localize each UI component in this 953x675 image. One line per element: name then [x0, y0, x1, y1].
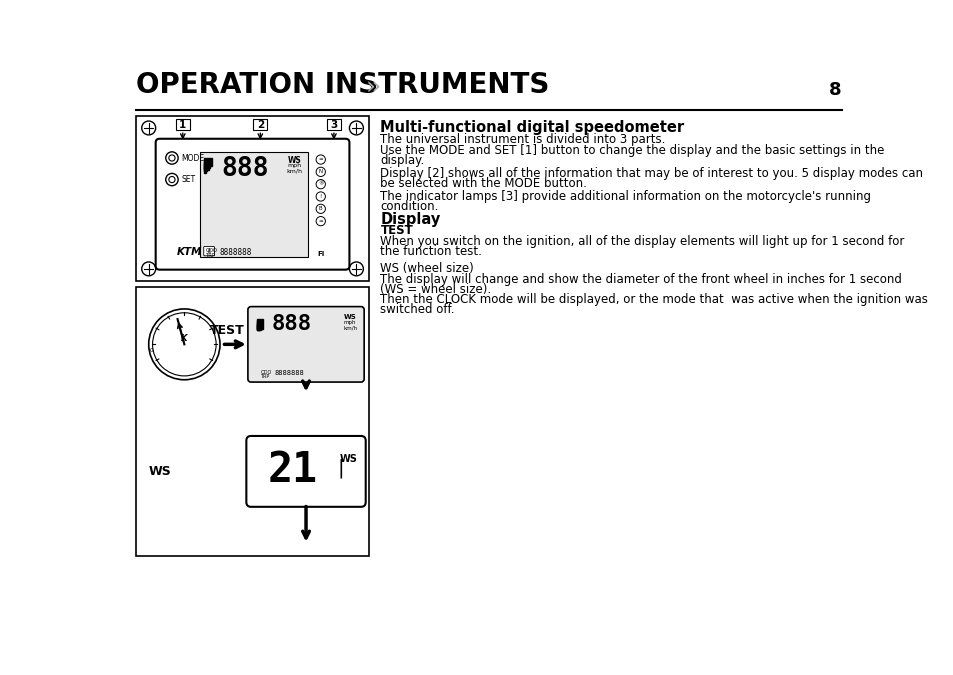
Bar [257, 325, 258, 331]
Text: ODO: ODO [260, 370, 272, 375]
Text: 888: 888 [271, 314, 311, 333]
Text: ≈: ≈ [318, 219, 323, 223]
Bar [199, 152, 308, 256]
Text: Display: Display [380, 212, 440, 227]
Bar [204, 167, 206, 173]
Circle shape [166, 152, 178, 164]
Text: SET: SET [181, 175, 195, 184]
Text: mph: mph [287, 163, 301, 168]
Text: The universal instrument is divided into 3 parts.: The universal instrument is divided into… [380, 132, 665, 146]
Bar [204, 163, 209, 169]
Text: km/h: km/h [343, 326, 356, 331]
Text: ODO: ODO [206, 248, 218, 253]
Text: 3: 3 [330, 119, 337, 130]
Bar [204, 165, 207, 171]
Text: Then the CLOCK mode will be displayed, or the mode that  was active when the ign: Then the CLOCK mode will be displayed, o… [380, 293, 927, 306]
Text: TEST: TEST [380, 224, 413, 237]
Text: TRP: TRP [206, 252, 215, 258]
Text: WS (wheel size): WS (wheel size) [380, 262, 474, 275]
Bar [204, 160, 210, 168]
Text: ®: ® [317, 182, 323, 187]
Bar [253, 119, 267, 130]
Text: Use the MODE and SET [1] button to change the display and the basic settings in : Use the MODE and SET [1] button to chang… [380, 144, 883, 157]
Bar [257, 323, 259, 330]
Circle shape [166, 173, 178, 186]
Text: WS: WS [343, 314, 356, 319]
Bar [257, 319, 263, 329]
Text: The display will change and show the diameter of the front wheel in inches for 1: The display will change and show the dia… [380, 273, 902, 286]
Text: 0: 0 [150, 348, 153, 353]
Circle shape [315, 180, 325, 189]
Text: Display [2] shows all of the information that may be of interest to you. 5 displ: Display [2] shows all of the information… [380, 167, 923, 180]
Text: 2: 2 [256, 119, 264, 130]
Text: KTM: KTM [176, 247, 202, 257]
Text: B: B [318, 207, 322, 211]
FancyBboxPatch shape [155, 139, 349, 269]
Circle shape [315, 167, 325, 176]
Text: TRP: TRP [260, 375, 270, 379]
Circle shape [315, 192, 325, 201]
Text: (WS = wheel size).: (WS = wheel size). [380, 283, 491, 296]
FancyBboxPatch shape [246, 436, 365, 507]
Text: be selected with the MODE button.: be selected with the MODE button. [380, 178, 587, 190]
Text: display.: display. [380, 154, 424, 167]
Text: OPERATION INSTRUMENTS: OPERATION INSTRUMENTS [136, 72, 549, 99]
Bar [175, 119, 190, 130]
Circle shape [142, 121, 155, 135]
Bar [204, 158, 212, 167]
Text: 8888888: 8888888 [220, 248, 253, 257]
Text: WS: WS [148, 465, 171, 478]
Bar [327, 119, 340, 130]
Text: E: E [207, 248, 211, 254]
Text: FI: FI [316, 251, 324, 257]
Circle shape [169, 176, 174, 183]
Text: WS: WS [339, 454, 357, 464]
Circle shape [315, 217, 325, 225]
Text: K: K [181, 333, 188, 343]
Text: |: | [337, 458, 344, 478]
Text: 21: 21 [268, 449, 317, 491]
Circle shape [315, 205, 325, 213]
Text: »: » [365, 76, 380, 99]
Bar [257, 321, 262, 329]
Bar [136, 287, 369, 556]
Text: km/h: km/h [286, 169, 302, 173]
Text: switched off.: switched off. [380, 303, 455, 316]
Bar [136, 115, 369, 281]
Text: Multi-functional digital speedometer: Multi-functional digital speedometer [380, 120, 684, 135]
Circle shape [142, 262, 155, 276]
Circle shape [315, 155, 325, 164]
Text: the function test.: the function test. [380, 245, 482, 258]
Circle shape [349, 262, 363, 276]
Text: 8: 8 [828, 82, 841, 99]
Circle shape [169, 155, 174, 161]
Text: WS: WS [287, 157, 301, 165]
Text: TEST: TEST [210, 323, 245, 337]
Text: condition.: condition. [380, 200, 438, 213]
Circle shape [349, 121, 363, 135]
Text: ≈: ≈ [318, 157, 323, 162]
FancyBboxPatch shape [248, 306, 364, 382]
Text: !: ! [319, 194, 321, 199]
Circle shape [149, 309, 220, 380]
Text: 888: 888 [221, 157, 269, 182]
Text: mph: mph [344, 321, 356, 325]
Text: 8888888: 8888888 [274, 370, 304, 376]
FancyBboxPatch shape [204, 246, 214, 256]
Circle shape [152, 313, 216, 376]
Text: N: N [318, 169, 322, 174]
Text: The indicator lamps [3] provide additional information on the motorcycle's runni: The indicator lamps [3] provide addition… [380, 190, 870, 203]
Text: 1: 1 [179, 119, 186, 130]
Bar [257, 322, 261, 329]
Text: MODE: MODE [181, 153, 204, 163]
Text: When you switch on the ignition, all of the display elements will light up for 1: When you switch on the ignition, all of … [380, 235, 903, 248]
